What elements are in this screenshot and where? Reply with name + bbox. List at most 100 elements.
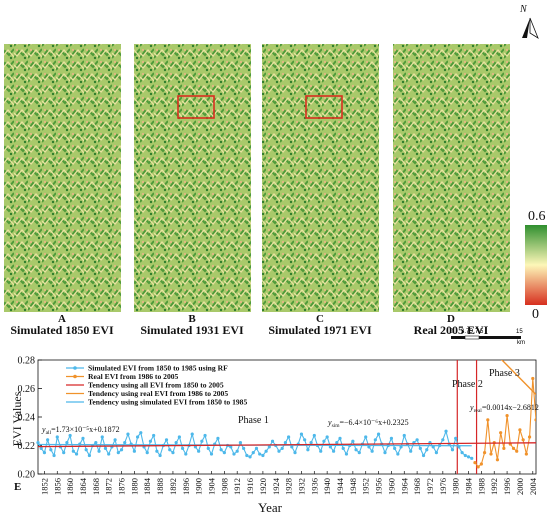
x-tick-label: 1928	[284, 478, 294, 495]
simulated-evi-point	[235, 449, 239, 453]
simulated-evi-point	[251, 451, 255, 455]
simulated-evi-point	[357, 451, 361, 455]
real-evi-point	[505, 413, 509, 418]
simulated-evi-point	[290, 445, 294, 449]
simulated-evi-point	[174, 441, 178, 445]
simulated-evi-point	[119, 448, 124, 452]
simulated-evi-point	[248, 455, 252, 459]
simulated-evi-point	[171, 451, 175, 455]
simulated-evi-point	[87, 453, 92, 458]
legend-label: Tendency using real EVI from 1986 to 200…	[88, 389, 228, 398]
x-tick-label: 1908	[219, 478, 229, 495]
simulated-evi-line	[37, 429, 472, 459]
simulated-evi-point	[351, 439, 355, 443]
legend-item: Real EVI from 1986 to 2005	[66, 372, 179, 381]
simulated-evi-point	[232, 452, 236, 456]
simulated-evi-point	[341, 446, 345, 450]
x-tick-label: 1876	[117, 478, 127, 495]
scale-tick-2: 7.5	[475, 329, 484, 335]
simulated-evi-point	[331, 449, 336, 453]
x-tick-label: 1856	[52, 478, 62, 495]
x-tick-label: 1996	[502, 478, 512, 495]
evi-map-c	[262, 44, 379, 312]
y-axis-label: EVI Values	[10, 391, 24, 446]
simulated-evi-point	[222, 451, 226, 455]
x-ticks: 1852 1856 1860 1864 1868 1872 1876 1880 1884 1888…	[39, 471, 538, 495]
real-evi-line	[474, 378, 536, 468]
simulated-evi-point	[190, 432, 194, 436]
x-tick-label: 1988	[476, 478, 486, 495]
legend-label: Tendency using all EVI from 1850 to 2005	[88, 381, 224, 390]
map-caption-d: Real 2005 EVI	[414, 323, 489, 337]
real-evi-point	[521, 438, 525, 442]
simulated-evi-point	[299, 432, 304, 436]
x-tick-label: 1992	[489, 478, 499, 495]
colorbar: 0.6 0	[525, 209, 547, 322]
simulated-evi-point	[370, 449, 374, 453]
simulated-evi-point	[434, 451, 438, 455]
y-tick-label: 0.24	[18, 413, 36, 424]
x-tick-label: 1960	[386, 478, 396, 495]
simulated-evi-point	[373, 438, 377, 442]
real-evi-point	[534, 418, 536, 422]
simulated-evi-point	[148, 439, 153, 443]
simulated-evi-point	[177, 435, 181, 439]
simulated-evi-point	[71, 449, 75, 453]
simulated-evi-point	[280, 446, 284, 450]
map-letter-d: D	[447, 313, 455, 325]
x-tick-label: 1968	[412, 478, 422, 495]
simulated-evi-point	[322, 439, 326, 443]
colorbar-ramp	[525, 225, 547, 305]
real-evi-point	[531, 376, 535, 381]
x-tick-label: 1972	[425, 478, 435, 495]
evi-chart: E EVI Values Year 0.20 0.22 0.24 0.26 0.28 1…	[10, 356, 539, 516]
simulated-evi-point	[306, 448, 310, 452]
simulated-evi-point	[200, 439, 204, 443]
scale-unit: km	[517, 340, 525, 346]
simulated-evi-point	[238, 441, 243, 445]
y-tick-label: 0.22	[18, 441, 36, 452]
simulated-evi-point	[42, 451, 47, 455]
real-evi-point	[486, 418, 490, 422]
legend-item: Simulated EVI from 1850 to 1985 using RF	[66, 364, 228, 373]
x-tick-label: 1936	[309, 478, 319, 495]
x-tick-label: 1952	[361, 478, 371, 495]
simulated-evi-point	[126, 432, 130, 436]
simulated-evi-point	[376, 432, 381, 436]
map-letter-c: C	[316, 313, 324, 325]
simulated-evi-point	[49, 448, 53, 452]
simulated-evi-point	[103, 446, 108, 450]
simulated-evi-point	[396, 452, 400, 456]
simulated-evi-point	[152, 433, 156, 438]
x-tick-label: 1860	[65, 478, 75, 495]
simulated-evi-point	[261, 453, 265, 458]
simulated-evi-point	[277, 449, 281, 453]
legend-label: Tendency using simulated EVI from 1850 t…	[88, 398, 247, 407]
x-tick-label: 1964	[399, 477, 409, 495]
x-tick-label: 1900	[194, 478, 204, 495]
simulated-evi-point	[81, 436, 85, 440]
simulated-evi-point	[409, 449, 413, 453]
real-evi-point	[515, 449, 519, 453]
simulated-evi-point	[116, 451, 120, 455]
simulated-evi-point	[425, 448, 429, 452]
simulated-evi-point	[389, 436, 394, 440]
real-evi-point	[502, 446, 506, 450]
simulated-evi-point	[219, 448, 223, 452]
legend-item: Tendency using real EVI from 1986 to 200…	[66, 389, 228, 398]
real-evi-point	[473, 461, 477, 465]
simulated-evi-point	[39, 446, 43, 450]
x-tick-label: 1924	[271, 477, 281, 495]
map-letter-a: A	[58, 313, 66, 325]
phase-2-label: Phase 2	[452, 379, 483, 390]
equation-real: yreal=0.0014x−2.6812	[469, 403, 539, 414]
x-tick-label: 1872	[104, 478, 114, 495]
simulated-evi-point	[36, 441, 40, 445]
legend-label: Simulated EVI from 1850 to 1985 using RF	[88, 364, 228, 373]
simulated-evi-point	[441, 438, 445, 442]
simulated-evi-point	[293, 451, 297, 455]
x-tick-label: 1976	[438, 478, 448, 495]
simulated-evi-point	[180, 446, 185, 450]
